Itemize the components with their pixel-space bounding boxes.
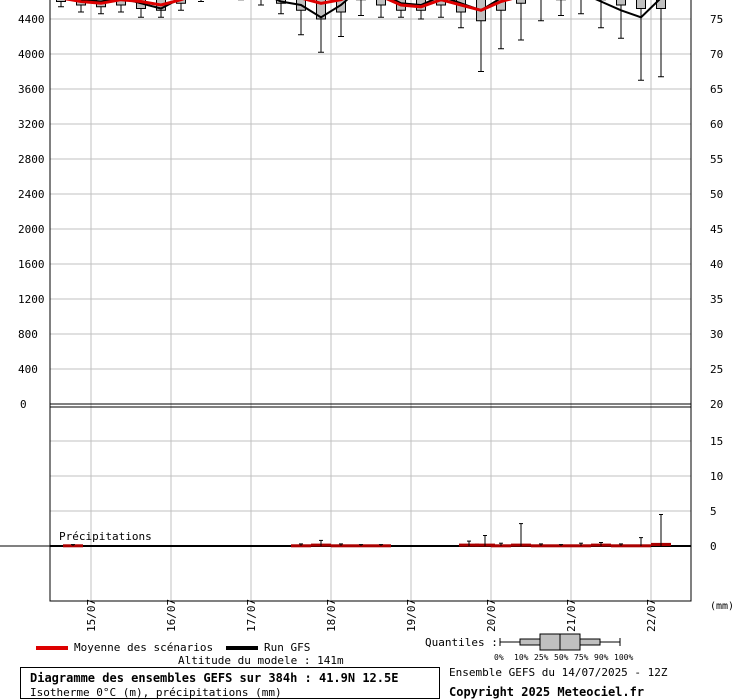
y-tick-left: 3600 (18, 83, 45, 96)
mean-line (63, 0, 513, 12)
y-tick-right: 25 (710, 363, 723, 376)
box-iqr (376, 0, 386, 6)
quantile-boxes (56, 0, 666, 81)
y-tick-left: 800 (18, 328, 38, 341)
q-100: 100% (614, 653, 633, 662)
gfs-swatch-icon (226, 646, 258, 650)
chart-title: Diagramme des ensembles GEFS sur 384h : … (30, 671, 399, 685)
y-tick-right: 75 (710, 13, 723, 26)
x-tick: 17/07 (245, 599, 258, 632)
mm-unit-label: (mm) (710, 601, 735, 612)
x-tick: 21/07 (565, 599, 578, 632)
y-tick-right: 55 (710, 153, 723, 166)
mean-swatch-icon (36, 646, 68, 650)
y-tick-left: 4400 (18, 13, 45, 26)
precip-tick-right: 10 (710, 470, 723, 483)
precip-tick-right: 0 (710, 540, 717, 553)
y-tick-right: 45 (710, 223, 723, 236)
q-50: 50% (554, 653, 569, 662)
y-tick-right: 35 (710, 293, 723, 306)
chart-subtitle: Isotherme 0°C (m), précipitations (mm) (30, 686, 282, 699)
x-tick: 22/07 (645, 599, 658, 632)
ensemble-run-label: Ensemble GEFS du 14/07/2025 - 12Z (449, 666, 668, 679)
y-tick-left: 400 (18, 363, 38, 376)
quantile-50-75 (559, 633, 581, 651)
x-tick: 20/07 (485, 599, 498, 632)
y-tick-left: 1600 (18, 258, 45, 271)
box-iqr (176, 0, 186, 4)
box-iqr (436, 0, 446, 6)
legend-mean: Moyenne des scénarios (36, 641, 213, 654)
y-tick-left: 2000 (18, 223, 45, 236)
q-25: 25% (534, 653, 549, 662)
info-box: Diagramme des ensembles GEFS sur 384h : … (20, 667, 440, 699)
y-tick-right: 20 (710, 398, 723, 411)
tick-labels: 4400400036003200280024002000160012008004… (18, 13, 723, 632)
precip-title: Précipitations (59, 530, 152, 543)
y-tick-left: 0 (20, 398, 27, 411)
box-iqr (636, 0, 646, 9)
y-tick-left: 2400 (18, 188, 45, 201)
y-tick-left: 3200 (18, 118, 45, 131)
copyright-label: Copyright 2025 Meteociel.fr (449, 685, 645, 699)
legend-gfs: Run GFS (226, 641, 310, 654)
y-tick-right: 60 (710, 118, 723, 131)
q-10: 10% (514, 653, 529, 662)
gfs-line (76, 0, 661, 19)
quantile-10-25 (519, 638, 541, 646)
box-iqr (616, 0, 626, 6)
altitude-label: Altitude du modele : 141m (178, 654, 344, 667)
box-iqr (516, 0, 526, 4)
q-90: 90% (594, 653, 609, 662)
y-tick-right: 50 (710, 188, 723, 201)
x-tick: 15/07 (85, 599, 98, 632)
box-iqr (56, 0, 66, 2)
precip-bars (63, 514, 671, 548)
legend-gfs-label: Run GFS (264, 641, 311, 654)
y-tick-left: 4000 (18, 48, 45, 61)
y-tick-left: 2800 (18, 153, 45, 166)
precip-tick-right: 15 (710, 435, 723, 448)
plot-frame (49, 0, 692, 602)
x-tick: 18/07 (325, 599, 338, 632)
legend-quantiles-label: Quantiles : (425, 636, 498, 649)
box-iqr (316, 0, 326, 20)
box-iqr (116, 0, 126, 6)
y-tick-left: 1200 (18, 293, 45, 306)
quantile-legend: 0% 10% 25% 50% 75% 90% 100% (494, 633, 633, 662)
y-tick-right: 65 (710, 83, 723, 96)
quantile-25-50 (539, 633, 561, 651)
box-iqr (656, 0, 666, 9)
q-75: 75% (574, 653, 589, 662)
y-tick-right: 30 (710, 328, 723, 341)
series-lines (63, 0, 661, 19)
grid (50, 0, 691, 600)
y-tick-right: 40 (710, 258, 723, 271)
precip-tick-right: 5 (710, 505, 717, 518)
legend-mean-label: Moyenne des scénarios (74, 641, 214, 654)
y-tick-right: 70 (710, 48, 723, 61)
x-tick: 16/07 (165, 599, 178, 632)
quantile-75-90 (579, 638, 601, 646)
x-tick: 19/07 (405, 599, 418, 632)
q-0: 0% (494, 653, 504, 662)
